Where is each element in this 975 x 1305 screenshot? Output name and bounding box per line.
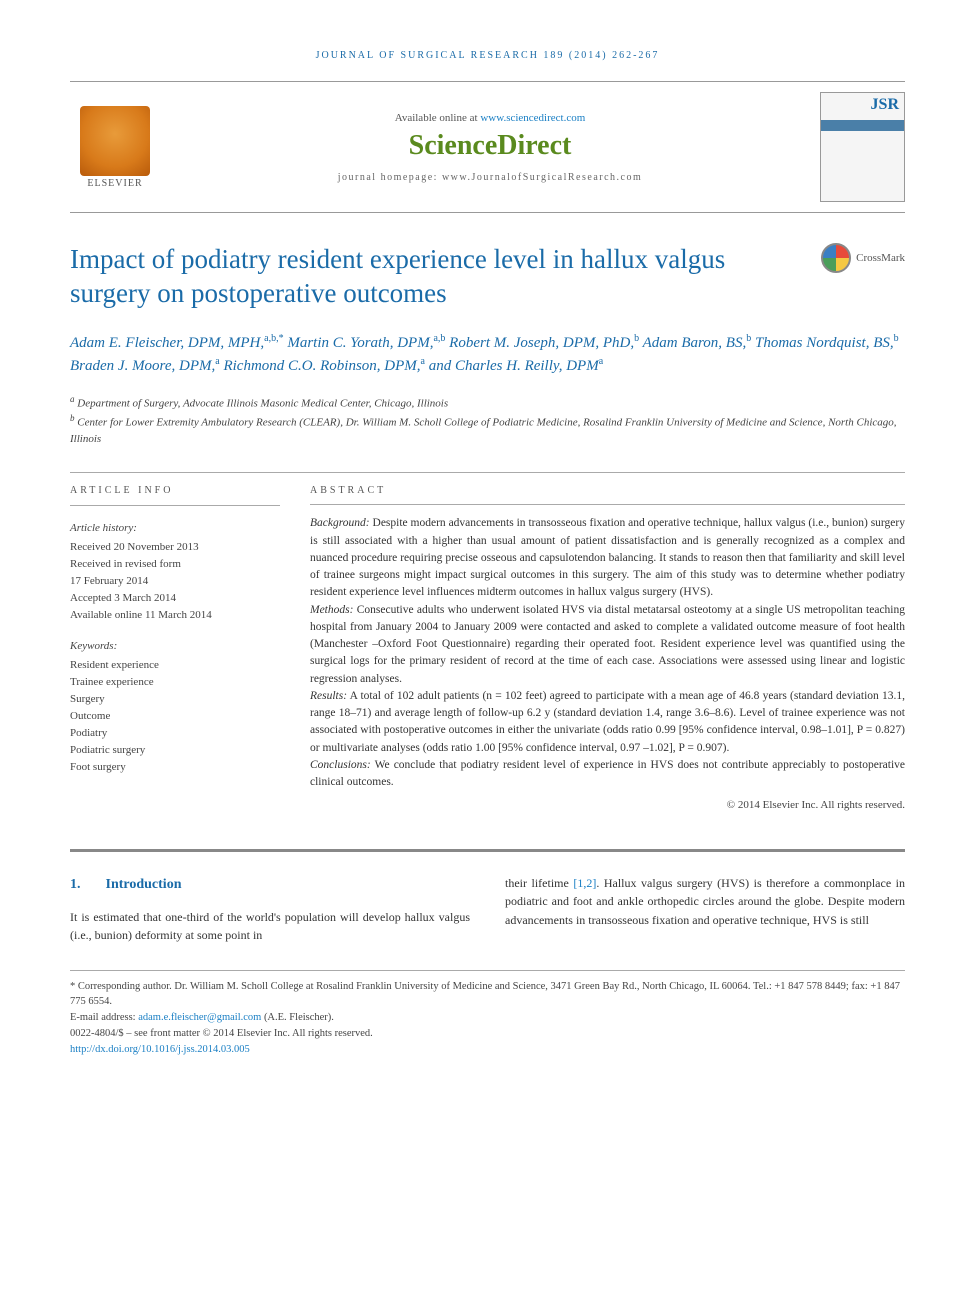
article-info-heading: ARTICLE INFO (70, 473, 280, 506)
sciencedirect-link[interactable]: www.sciencedirect.com (480, 112, 585, 124)
history-line: Accepted 3 March 2014 (70, 590, 280, 607)
keyword: Podiatry (70, 725, 280, 742)
abstract-section: Results: A total of 102 adult patients (… (310, 688, 905, 757)
copyright-line: © 2014 Elsevier Inc. All rights reserved… (310, 797, 905, 814)
keyword: Outcome (70, 708, 280, 725)
section-heading-introduction: 1.Introduction (70, 874, 470, 896)
abstract-section: Conclusions: We conclude that podiatry r… (310, 757, 905, 792)
history-line: Received in revised form (70, 556, 280, 573)
body-paragraph: It is estimated that one-third of the wo… (70, 908, 470, 945)
page-footer: * Corresponding author. Dr. William M. S… (70, 970, 905, 1058)
elsevier-label: ELSEVIER (87, 178, 142, 189)
citation-link[interactable]: [1,2] (573, 876, 596, 890)
sciencedirect-logo[interactable]: ScienceDirect (160, 130, 820, 162)
history-line: Available online 11 March 2014 (70, 607, 280, 624)
publisher-header: ELSEVIER Available online at www.science… (70, 81, 905, 213)
keyword: Trainee experience (70, 674, 280, 691)
article-history-label: Article history: (70, 520, 280, 537)
article-info-sidebar: ARTICLE INFO Article history: Received 2… (70, 473, 280, 814)
article-title: Impact of podiatry resident experience l… (70, 243, 821, 311)
keywords-label: Keywords: (70, 638, 280, 655)
history-line: 17 February 2014 (70, 573, 280, 590)
journal-cover-thumbnail[interactable]: JSR (820, 92, 905, 202)
email-line: E-mail address: adam.e.fleischer@gmail.c… (70, 1010, 905, 1026)
body-paragraph: their lifetime [1,2]. Hallux valgus surg… (505, 874, 905, 930)
elsevier-logo[interactable]: ELSEVIER (70, 106, 160, 189)
corresponding-author: * Corresponding author. Dr. William M. S… (70, 979, 905, 1011)
author-list: Adam E. Fleischer, DPM, MPH,a,b,* Martin… (70, 331, 905, 378)
crossmark-icon (821, 243, 851, 273)
journal-citation: JOURNAL OF SURGICAL RESEARCH 189 (2014) … (70, 50, 905, 61)
doi-link[interactable]: http://dx.doi.org/10.1016/j.jss.2014.03.… (70, 1044, 250, 1055)
journal-homepage: journal homepage: www.JournalofSurgicalR… (160, 172, 820, 183)
available-online: Available online at www.sciencedirect.co… (160, 112, 820, 124)
keyword: Surgery (70, 691, 280, 708)
keyword: Resident experience (70, 657, 280, 674)
abstract-section: Methods: Consecutive adults who underwen… (310, 602, 905, 688)
abstract-section: Background: Despite modern advancements … (310, 515, 905, 601)
crossmark-badge[interactable]: CrossMark (821, 243, 905, 273)
crossmark-label: CrossMark (856, 252, 905, 264)
author-email-link[interactable]: adam.e.fleischer@gmail.com (138, 1012, 261, 1023)
history-line: Received 20 November 2013 (70, 539, 280, 556)
affiliations: a Department of Surgery, Advocate Illino… (70, 393, 905, 448)
abstract-heading: ABSTRACT (310, 473, 905, 505)
article-body: 1.Introduction It is estimated that one-… (70, 849, 905, 945)
elsevier-tree-icon (80, 106, 150, 176)
issn-line: 0022-4804/$ – see front matter © 2014 El… (70, 1026, 905, 1042)
homepage-url[interactable]: www.JournalofSurgicalResearch.com (442, 172, 642, 183)
jsr-label: JSR (871, 96, 899, 114)
abstract: ABSTRACT Background: Despite modern adva… (310, 473, 905, 814)
keyword: Podiatric surgery (70, 742, 280, 759)
keyword: Foot surgery (70, 759, 280, 776)
